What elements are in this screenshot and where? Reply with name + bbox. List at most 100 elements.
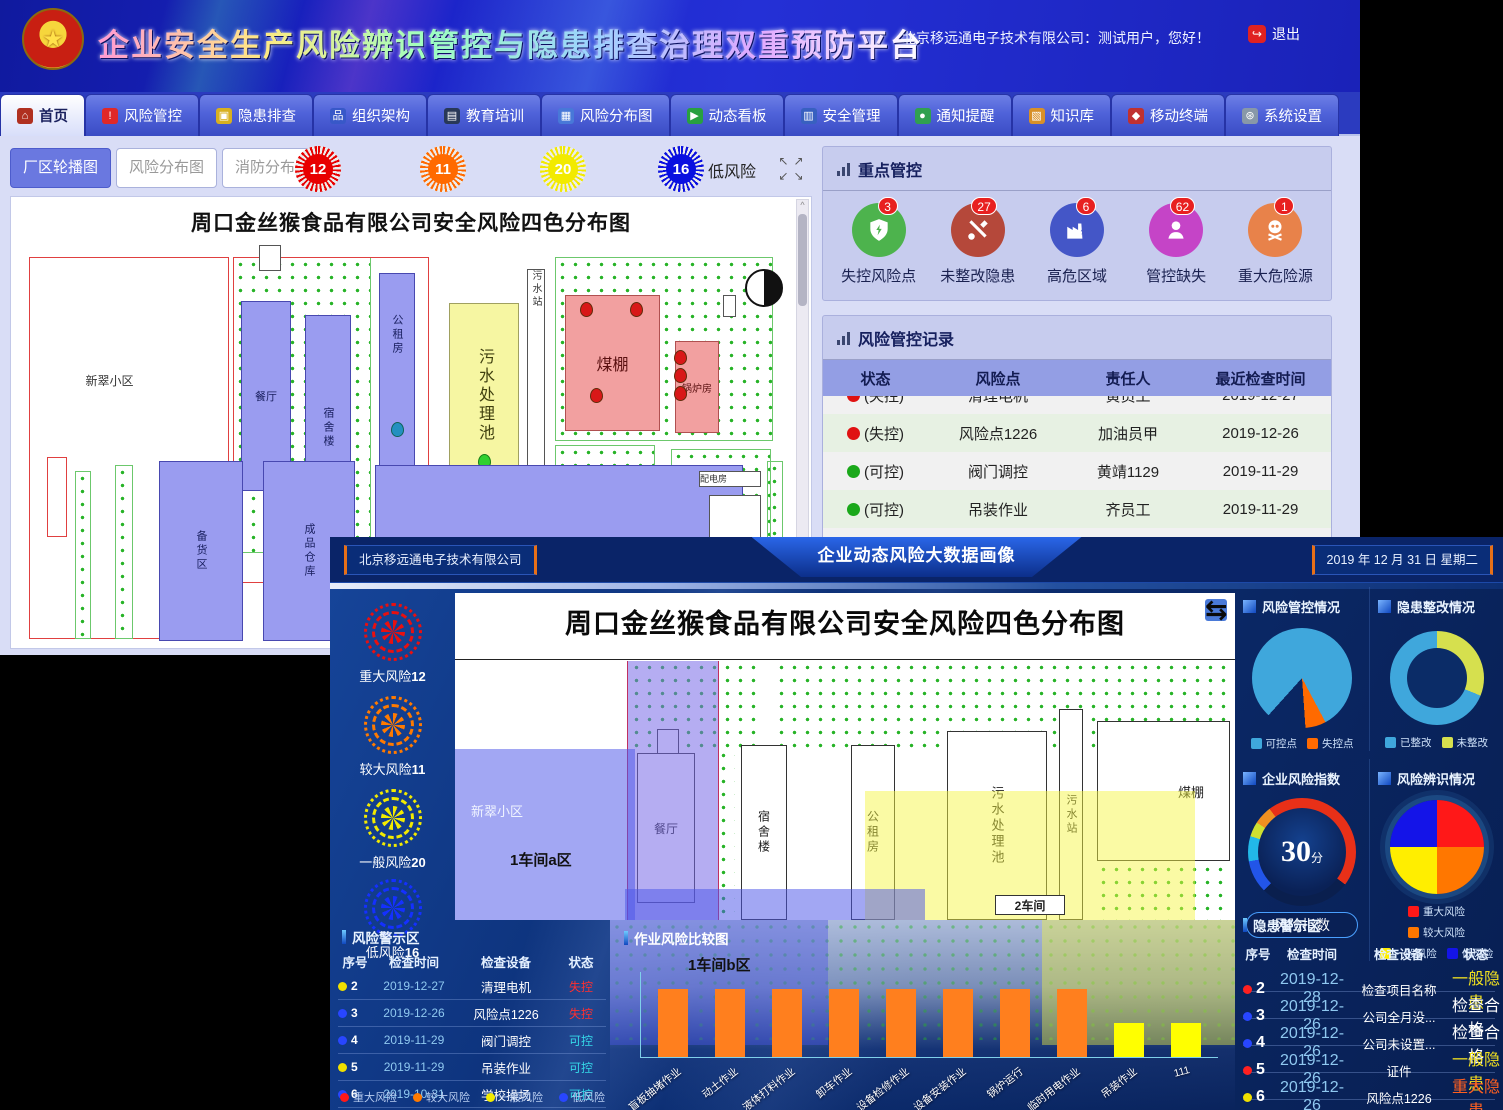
tab-safety-mgmt[interactable]: ▥ 安全管理: [783, 94, 898, 136]
scroll-up-icon[interactable]: ^: [800, 200, 805, 210]
bld-boiler: 锅炉房: [674, 341, 719, 433]
skull-icon: 1: [1248, 197, 1303, 257]
bar: [999, 989, 1030, 1057]
table-row[interactable]: (失控) 清理电机黄员工2019-12-27: [823, 396, 1331, 414]
risk-marker-red[interactable]: [580, 302, 593, 317]
zone-label-1a: 1车间a区: [510, 852, 572, 869]
table-header: 状态 风险点 责任人 最近检查时间: [823, 360, 1331, 396]
table-row[interactable]: (可控) 阀门调控 黄靖1129 2019-11-29: [823, 452, 1331, 490]
y-axis: [640, 972, 641, 1057]
risk-index-button[interactable]: 风险指数: [1246, 912, 1358, 938]
tab-training[interactable]: ▤ 教育培训: [427, 94, 541, 136]
risk-marker-blue[interactable]: [391, 422, 404, 437]
low-risk-label: 低风险: [708, 164, 757, 181]
dashboard-right-column: 风险管控情况 可控点 失控点 隐患整改情况 已整改 未整改: [1235, 587, 1503, 1110]
book-icon: ▧: [1028, 107, 1045, 124]
badge-major-risk: 12: [295, 146, 341, 192]
green-area: [115, 465, 133, 639]
accent-icon: [1243, 772, 1256, 785]
risk-marker-red[interactable]: [630, 302, 643, 317]
map-fade-background: [610, 920, 1235, 1110]
tab-notifications[interactable]: ● 通知提醒: [897, 94, 1012, 136]
dashboard-map-titlebar: 周口金丝猴食品有限公司安全风险四色分布图 ⇆: [455, 593, 1235, 649]
risk-alert-table: 序号 检查时间 检查设备 状态 2 2019-12-27 清理电机 失控 3 2019…: [338, 949, 606, 1108]
table-row[interactable]: 2 2019-12-27 清理电机 失控: [338, 973, 606, 1000]
table-row[interactable]: 5 2019-12-26 证件 一般隐患: [1243, 1046, 1500, 1093]
identify-pie-chart: [1389, 800, 1484, 894]
risk-index-gauge: 30 分: [1248, 798, 1356, 906]
bld-power-room: 配电房: [699, 471, 761, 487]
tab-org-structure[interactable]: 品组织架构: [313, 94, 427, 136]
table-row[interactable]: 4 2019-11-29 阀门调控 可控: [338, 1027, 606, 1054]
bld-workshop: [375, 465, 743, 543]
key-control-header: 重点管控: [823, 147, 1331, 191]
level-major-risk: 重大风险12: [330, 603, 455, 685]
badge-general-risk: 20: [540, 146, 586, 192]
table-row[interactable]: 4 2019-12-26 公司未设置... 检查合格: [1243, 1019, 1500, 1066]
chart-bars-icon: [837, 331, 850, 345]
tools-icon: 27: [950, 197, 1005, 257]
bar: [1056, 989, 1087, 1057]
map-scrollbar[interactable]: ^: [796, 199, 809, 648]
risk-control-pie-chart: [1252, 628, 1352, 728]
dashboard-topbar: 北京移远通电子技术有限公司 企业动态风险大数据画像 2019 年 12 月 31…: [330, 537, 1503, 583]
risk-alert-legend: 重大风险 较大风险 一般风险 低风险: [340, 1089, 605, 1105]
board-icon: ▶: [686, 107, 703, 124]
risk-records-header: 风险管控记录: [823, 316, 1331, 360]
table-row[interactable]: 3 2019-12-26 公司全月没... 检查合格: [1243, 992, 1500, 1039]
btn-risk-map-view[interactable]: 风险分布图: [116, 148, 218, 188]
bld-stock-area: 备货区: [159, 461, 243, 641]
kc-unrectified-hazards[interactable]: 27 未整改隐患: [932, 197, 1024, 286]
accent-icon: [1243, 600, 1256, 613]
dashboard-window: 北京移远通电子技术有限公司 企业动态风险大数据画像 2019 年 12 月 31…: [330, 537, 1503, 1110]
table-row[interactable]: 5 2019-11-29 吊装作业 可控: [338, 1054, 606, 1081]
gear-ring-icon: [363, 696, 422, 754]
risk-alert-icon: !: [102, 107, 118, 124]
bell-icon: ●: [914, 107, 931, 124]
divider: [330, 583, 1503, 589]
panel-risk-index: 企业风险指数 30 分 风险指数: [1235, 759, 1369, 961]
risk-marker-red[interactable]: [674, 368, 687, 383]
badge-low-risk: 16: [658, 146, 704, 192]
tab-hazard-inspect[interactable]: ▣ 隐患排查: [199, 94, 313, 136]
zone-label-2-box: 2车间: [995, 895, 1065, 915]
expand-icon[interactable]: ↖ ↗ ↙ ↘: [778, 154, 804, 183]
kc-high-danger-area[interactable]: 6 高危区域: [1031, 197, 1123, 286]
tab-settings[interactable]: ⊛ 系统设置: [1225, 94, 1339, 136]
small-structure: [259, 245, 281, 271]
table-row[interactable]: 3 2019-12-26 风险点1226 失控: [338, 1000, 606, 1027]
tab-risk-map[interactable]: ▦ 风险分布图: [541, 94, 670, 136]
risk-marker-red[interactable]: [590, 388, 603, 403]
small-structure: [47, 457, 67, 537]
tab-knowledge-base[interactable]: ▧ 知识库: [1011, 94, 1111, 136]
risk-marker-red[interactable]: [674, 386, 687, 401]
zone-overlay-1a: 新翠小区 1车间a区: [455, 749, 635, 920]
kc-major-danger-source[interactable]: 1 重大危险源: [1229, 197, 1321, 286]
swap-view-icon[interactable]: ⇆: [1205, 595, 1229, 625]
badge-high-risk: 11: [420, 146, 466, 192]
tab-mobile[interactable]: ◆ 移动终端: [1111, 94, 1225, 136]
tab-risk-control[interactable]: ! 风险管控: [85, 94, 199, 136]
logout-button[interactable]: ↪ 退出: [1248, 24, 1300, 44]
table-row[interactable]: (可控) 吊装作业 齐员工 2019-11-29: [823, 490, 1331, 528]
job-risk-chart-area: 1车间b区 作业风险比较图 盲板抽堵作业 动土作业 液体打料作业 卸车作业 设备…: [610, 920, 1235, 1110]
kc-uncontrolled-points[interactable]: 3 失控风险点: [833, 197, 925, 286]
btn-factory-carousel[interactable]: 厂区轮播图: [10, 148, 112, 188]
kc-control-missing[interactable]: 62 管控缺失: [1130, 197, 1222, 286]
bar: [885, 989, 916, 1057]
factory-icon: 6: [1049, 197, 1104, 257]
scroll-thumb[interactable]: [798, 214, 807, 306]
logout-label: 退出: [1272, 26, 1300, 42]
pie-panels-row: 风险管控情况 可控点 失控点 隐患整改情况 已整改 未整改: [1235, 587, 1503, 751]
level-low-risk: 低风险16: [330, 879, 455, 961]
tab-dynamic-board[interactable]: ▶ 动态看板: [669, 94, 784, 136]
risk-marker-red[interactable]: [674, 350, 687, 365]
job-risk-chart-title: 作业风险比较图: [624, 928, 729, 948]
tab-home[interactable]: ⌂ 首页: [0, 94, 85, 136]
zone-overlay-purple: [627, 661, 719, 920]
bld-canteen: 餐厅: [241, 301, 291, 491]
table-row[interactable]: (失控) 风险点1226 加油员甲 2019-12-26: [823, 414, 1331, 452]
table-row[interactable]: 2 2019-12-28 检查项目名称 一般隐患: [1243, 965, 1500, 1012]
hidden-danger-table: 2 2019-12-28 检查项目名称 一般隐患 3 2019-12-26 公司全月…: [1243, 965, 1500, 1110]
